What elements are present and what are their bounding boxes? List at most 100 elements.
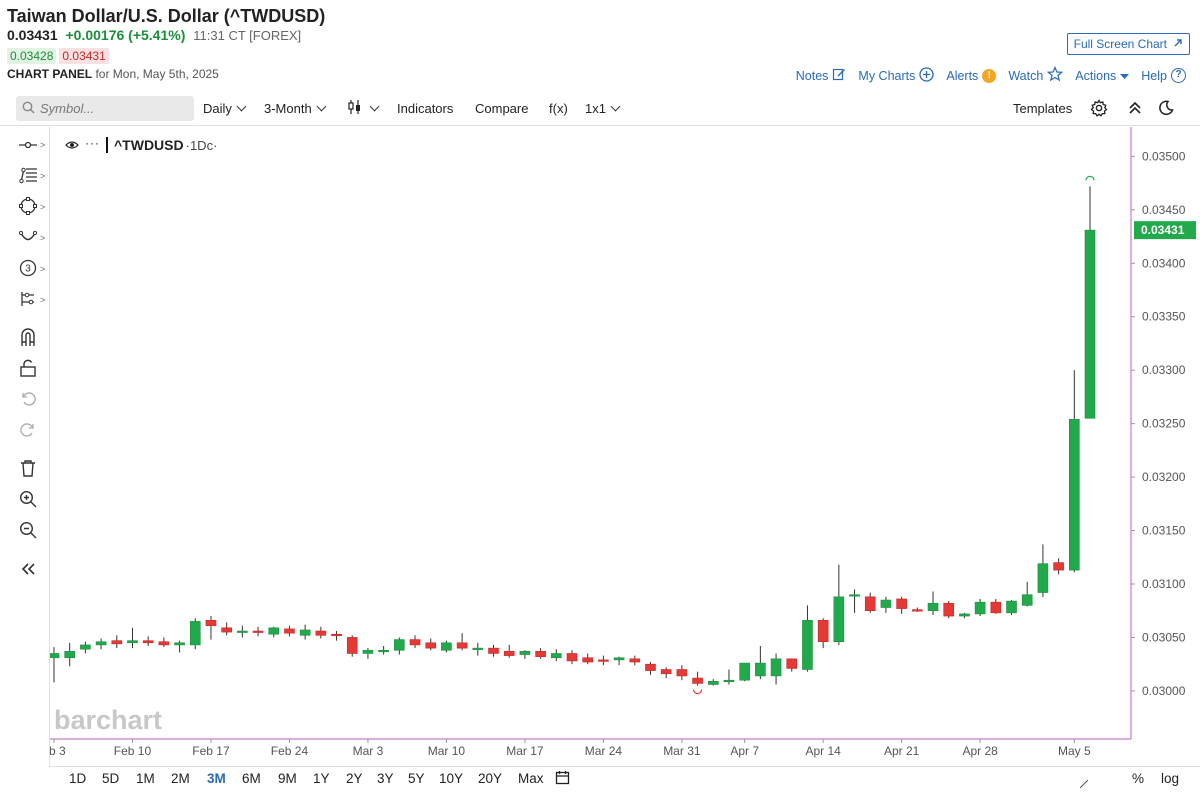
range-1m[interactable]: 1M [136,771,155,786]
candle[interactable] [912,607,923,612]
candle[interactable] [1084,186,1096,419]
range-2m[interactable]: 2M [171,771,190,786]
candle[interactable] [598,655,609,666]
candle[interactable] [299,624,311,640]
watch-link[interactable]: Watch [1008,65,1064,85]
candle[interactable] [268,626,280,638]
range-20y[interactable]: 20Y [478,771,503,786]
candle[interactable] [943,601,955,619]
candle[interactable] [189,618,201,650]
candle[interactable] [127,627,138,649]
more-icon[interactable]: ··· [85,135,100,150]
candle[interactable] [849,589,860,613]
candle[interactable] [566,650,578,665]
candle[interactable] [770,653,782,685]
candle[interactable] [755,645,766,680]
candle[interactable] [519,650,531,659]
candle[interactable] [80,641,91,654]
help-link[interactable]: Help ? [1141,68,1186,83]
lock-button[interactable] [17,359,39,381]
zoom-out-button[interactable] [17,521,39,543]
alerts-link[interactable]: Alerts ! [946,68,997,83]
candle[interactable] [331,631,342,641]
range-10y[interactable]: 10Y [439,771,464,786]
line-tool-button[interactable]: > [17,135,45,157]
log-toggle[interactable]: log [1161,771,1180,786]
candle[interactable] [551,649,562,661]
candle[interactable] [1037,544,1049,597]
candle[interactable] [974,598,986,617]
range-max[interactable]: Max [518,771,544,786]
candle[interactable] [174,640,185,653]
indicators-button[interactable]: Indicators [397,101,453,116]
candle[interactable] [707,679,719,686]
expression-button[interactable]: f(x) [549,101,568,116]
collapse-header-button[interactable] [1128,100,1142,119]
candle[interactable] [503,644,515,658]
candle[interactable] [817,618,829,649]
candle[interactable] [692,671,703,686]
candle[interactable] [535,648,546,659]
candle[interactable] [95,638,107,650]
candle[interactable] [629,655,641,666]
candle[interactable] [959,612,970,619]
candle[interactable] [1053,558,1064,575]
range-9m[interactable]: 9M [278,771,297,786]
range-1y[interactable]: 1Y [313,771,330,786]
candle[interactable] [927,591,939,615]
chart-type-dropdown[interactable] [347,99,380,118]
candle[interactable] [64,642,75,667]
magnet-button[interactable] [17,327,39,350]
range-3m[interactable]: 3M [207,771,226,786]
candle[interactable] [221,622,232,636]
candle[interactable] [1069,370,1080,573]
collapse-sidebar-button[interactable] [17,560,39,582]
my-charts-link[interactable]: My Charts [858,66,935,85]
templates-button[interactable]: Templates [1013,101,1072,116]
range-5y[interactable]: 5Y [408,771,425,786]
settings-button[interactable] [1090,99,1108,120]
candle[interactable] [802,605,813,672]
candle[interactable] [346,635,358,657]
candle[interactable] [315,626,327,639]
dark-mode-toggle[interactable] [1158,100,1174,119]
candle[interactable] [50,647,60,683]
candle[interactable] [880,596,892,613]
candle[interactable] [676,665,688,681]
candle[interactable] [833,564,845,645]
range-5d[interactable]: 5D [102,771,120,786]
interval-dropdown[interactable]: Daily [203,101,247,116]
notes-link[interactable]: Notes [796,67,847,84]
eye-icon[interactable] [65,137,79,153]
percent-toggle[interactable]: % [1132,771,1145,786]
candle[interactable] [1021,581,1033,607]
range-dropdown[interactable]: 3-Month [264,101,327,116]
candle[interactable] [1006,600,1017,615]
compare-button[interactable]: Compare [475,101,528,116]
candle[interactable] [237,625,248,638]
fibonacci-tool-button[interactable]: > [17,166,45,188]
candle[interactable] [739,662,750,682]
candle[interactable] [142,636,154,646]
candle[interactable] [362,648,374,659]
candle[interactable] [896,596,907,614]
zoom-in-button[interactable] [17,490,39,512]
candle[interactable] [786,658,798,672]
actions-menu[interactable]: Actions [1075,69,1130,83]
candle[interactable] [456,633,468,651]
candle[interactable] [425,638,437,651]
candle[interactable] [472,642,484,656]
measure-tool-button[interactable]: > [17,290,45,312]
curve-tool-button[interactable]: > [17,228,45,250]
redo-button[interactable] [17,420,39,442]
candle[interactable] [645,662,656,675]
candle[interactable] [582,653,593,665]
candle[interactable] [990,598,1002,614]
candle[interactable] [723,669,735,685]
candle[interactable] [864,592,876,613]
calendar-button[interactable] [555,770,570,788]
candlestick-chart[interactable]: barchart eb 3 Feb 10 Feb 17 Feb 24 Mar 3 Mar … [50,127,1200,767]
candle[interactable] [394,637,405,655]
candle[interactable] [252,626,264,637]
shape-tool-button[interactable]: > [17,196,45,219]
